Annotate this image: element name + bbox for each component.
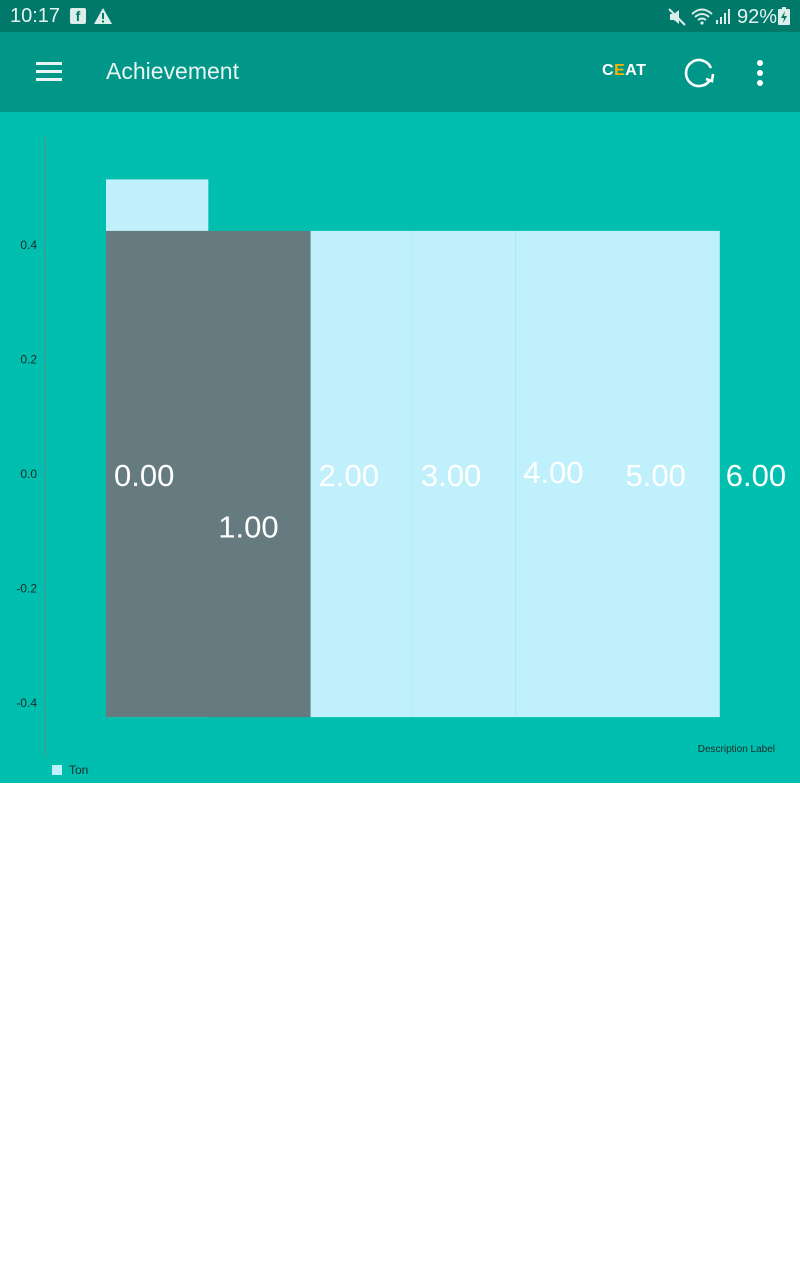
legend-label-ton: Ton — [69, 763, 89, 777]
value-label-0: 0.00 — [114, 458, 174, 493]
ceat-logo: CEAT — [602, 62, 646, 80]
legend-swatch — [52, 765, 62, 775]
warning-icon — [94, 8, 112, 24]
menu-button[interactable] — [24, 48, 74, 96]
battery-charging-icon — [778, 7, 790, 25]
facebook-icon: f — [70, 8, 86, 24]
value-label-6: 6.00 — [726, 458, 786, 493]
wifi-icon — [691, 8, 713, 25]
y-tick-label: 0.0 — [20, 467, 37, 481]
bar-2 — [310, 230, 413, 718]
y-tick-label: -0.2 — [16, 581, 37, 595]
chart-description-label: Description Label — [697, 744, 775, 755]
bar-3 — [412, 230, 516, 718]
bar-5 — [617, 230, 720, 718]
signal-icon — [716, 9, 730, 24]
more-vert-icon — [757, 60, 763, 86]
app-bar: Achievement CEAT — [0, 32, 800, 112]
y-tick-label: 0.2 — [20, 353, 37, 367]
value-label-4: 4.00 — [523, 455, 583, 490]
achievement-chart[interactable]: 0.4 0.2 0.0 -0.2 -0.4 0.00 1.00 2.00 3.00 4.00 5.0… — [0, 112, 800, 783]
value-label-3: 3.00 — [421, 458, 481, 493]
brand-text-e: E — [614, 62, 626, 79]
mute-icon — [668, 8, 686, 26]
more-options-button[interactable] — [746, 54, 774, 92]
brand-text-c: C — [602, 62, 615, 79]
refresh-button[interactable] — [680, 54, 718, 92]
refresh-icon — [684, 58, 715, 88]
value-label-2: 2.00 — [319, 458, 379, 493]
bar-1 — [208, 230, 311, 718]
value-label-5: 5.00 — [626, 458, 686, 493]
brand-text-at: AT — [625, 62, 647, 79]
battery-percent: 92% — [737, 6, 778, 28]
status-bar: 10:17 f 92% — [0, 0, 800, 32]
page-title: Achievement — [106, 58, 239, 84]
status-time: 10:17 — [10, 5, 61, 27]
bar-chart: 0.4 0.2 0.0 -0.2 -0.4 0.00 1.00 2.00 3.00 4.00 5.0… — [16, 137, 786, 757]
y-tick-label: 0.4 — [20, 238, 37, 252]
value-label-1: 1.00 — [218, 509, 278, 544]
y-tick-label: -0.4 — [16, 696, 37, 710]
bar-4 — [515, 230, 618, 718]
menu-icon — [36, 62, 62, 81]
